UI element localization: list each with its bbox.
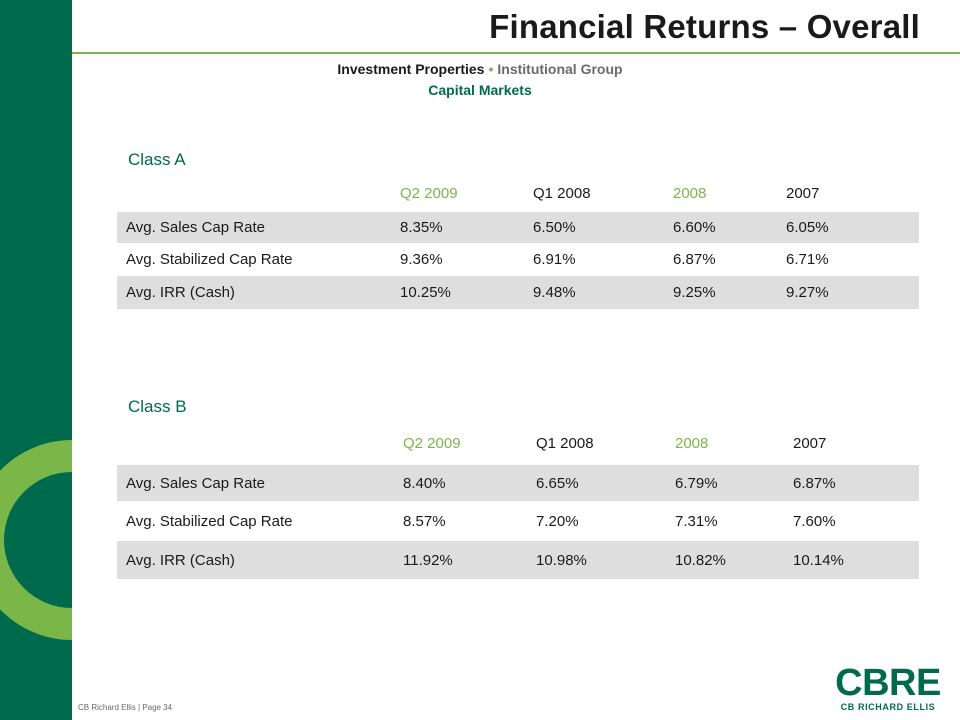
logo-wordmark: CBRE: [835, 662, 941, 704]
table-cell: 6.79%: [675, 465, 793, 501]
row-label: Avg. IRR (Cash): [117, 541, 403, 579]
table-cell: 9.25%: [673, 276, 786, 309]
table-cell: 6.05%: [786, 212, 919, 243]
table-cell: 10.98%: [536, 541, 675, 579]
table-header-row: Q2 2009 Q1 2008 2008 2007: [117, 174, 919, 212]
column-header: 2007: [793, 434, 827, 452]
row-label: Avg. Stabilized Cap Rate: [126, 251, 293, 268]
class-b-table: Q2 2009 Q1 2008 2008 2007 Avg. Sales Cap…: [117, 421, 919, 579]
column-header: Q1 2008: [533, 184, 591, 202]
table-cell: 10.14%: [793, 541, 919, 579]
table-cell: 8.57%: [403, 512, 446, 530]
header-empty-cell: [117, 421, 403, 465]
header-empty-cell: [117, 174, 400, 212]
title-divider: [72, 52, 960, 54]
class-a-section: Class A Q2 2009 Q1 2008 2008 2007 Avg. S…: [117, 150, 919, 309]
table-row: Avg. IRR (Cash) 11.92% 10.98% 10.82% 10.…: [117, 541, 919, 579]
table-cell: 6.65%: [536, 465, 675, 501]
table-row: Avg. IRR (Cash) 10.25% 9.48% 9.25% 9.27%: [117, 276, 919, 309]
table-cell: 11.92%: [403, 541, 536, 579]
decorative-arc-icon: [0, 440, 72, 640]
class-a-table: Q2 2009 Q1 2008 2008 2007 Avg. Sales Cap…: [117, 174, 919, 309]
table-cell: 9.48%: [533, 276, 673, 309]
table-cell: 6.71%: [786, 251, 829, 268]
table-row: Avg. Sales Cap Rate 8.35% 6.50% 6.60% 6.…: [117, 212, 919, 243]
subtitle-separator: •: [488, 61, 494, 77]
column-header: Q1 2008: [536, 434, 594, 452]
section-title: Class A: [128, 150, 186, 169]
table-cell: 8.35%: [400, 212, 533, 243]
table-cell: 10.25%: [400, 276, 533, 309]
table-cell: 6.60%: [673, 212, 786, 243]
table-cell: 6.91%: [533, 251, 576, 268]
row-label: Avg. Sales Cap Rate: [117, 465, 403, 501]
table-header-row: Q2 2009 Q1 2008 2008 2007: [117, 421, 919, 465]
table-cell: 9.36%: [400, 251, 443, 268]
subtitle-part-2: Institutional Group: [497, 61, 623, 77]
table-cell: 10.82%: [675, 541, 793, 579]
subtitle-line-2: Capital Markets: [428, 82, 532, 98]
table-cell: 7.60%: [793, 512, 836, 530]
table-row: Avg. Stabilized Cap Rate 9.36% 6.91% 6.8…: [117, 243, 919, 276]
column-header: Q2 2009: [403, 434, 461, 452]
column-header: 2008: [673, 184, 707, 202]
row-label: Avg. Stabilized Cap Rate: [126, 512, 293, 530]
sidebar-band: [0, 0, 72, 720]
column-header: 2008: [675, 434, 709, 452]
cbre-logo: CBRE CB RICHARD ELLIS: [826, 664, 950, 714]
table-cell: 6.87%: [793, 465, 919, 501]
subtitle-line-1: Investment Properties • Institutional Grou…: [0, 61, 960, 77]
table-cell: 8.40%: [403, 465, 536, 501]
section-title: Class B: [128, 397, 187, 416]
row-label: Avg. Sales Cap Rate: [117, 212, 400, 243]
column-header: Q2 2009: [400, 184, 458, 202]
table-row: Avg. Stabilized Cap Rate 8.57% 7.20% 7.3…: [117, 501, 919, 541]
class-b-section: Class B Q2 2009 Q1 2008 2008 2007 Avg. S…: [117, 397, 919, 579]
table-row: Avg. Sales Cap Rate 8.40% 6.65% 6.79% 6.…: [117, 465, 919, 501]
logo-subtext: CB RICHARD ELLIS: [840, 702, 936, 712]
table-cell: 6.87%: [673, 251, 716, 268]
column-header: 2007: [786, 184, 820, 202]
table-cell: 9.27%: [786, 276, 919, 309]
row-label: Avg. IRR (Cash): [117, 276, 400, 309]
subtitle-part-1: Investment Properties: [337, 61, 485, 77]
footer-page-label: CB Richard Ellis | Page 34: [78, 703, 173, 712]
table-cell: 6.50%: [533, 212, 673, 243]
table-cell: 7.20%: [536, 512, 579, 530]
table-cell: 7.31%: [675, 512, 718, 530]
page-title: Financial Returns – Overall: [489, 8, 920, 45]
